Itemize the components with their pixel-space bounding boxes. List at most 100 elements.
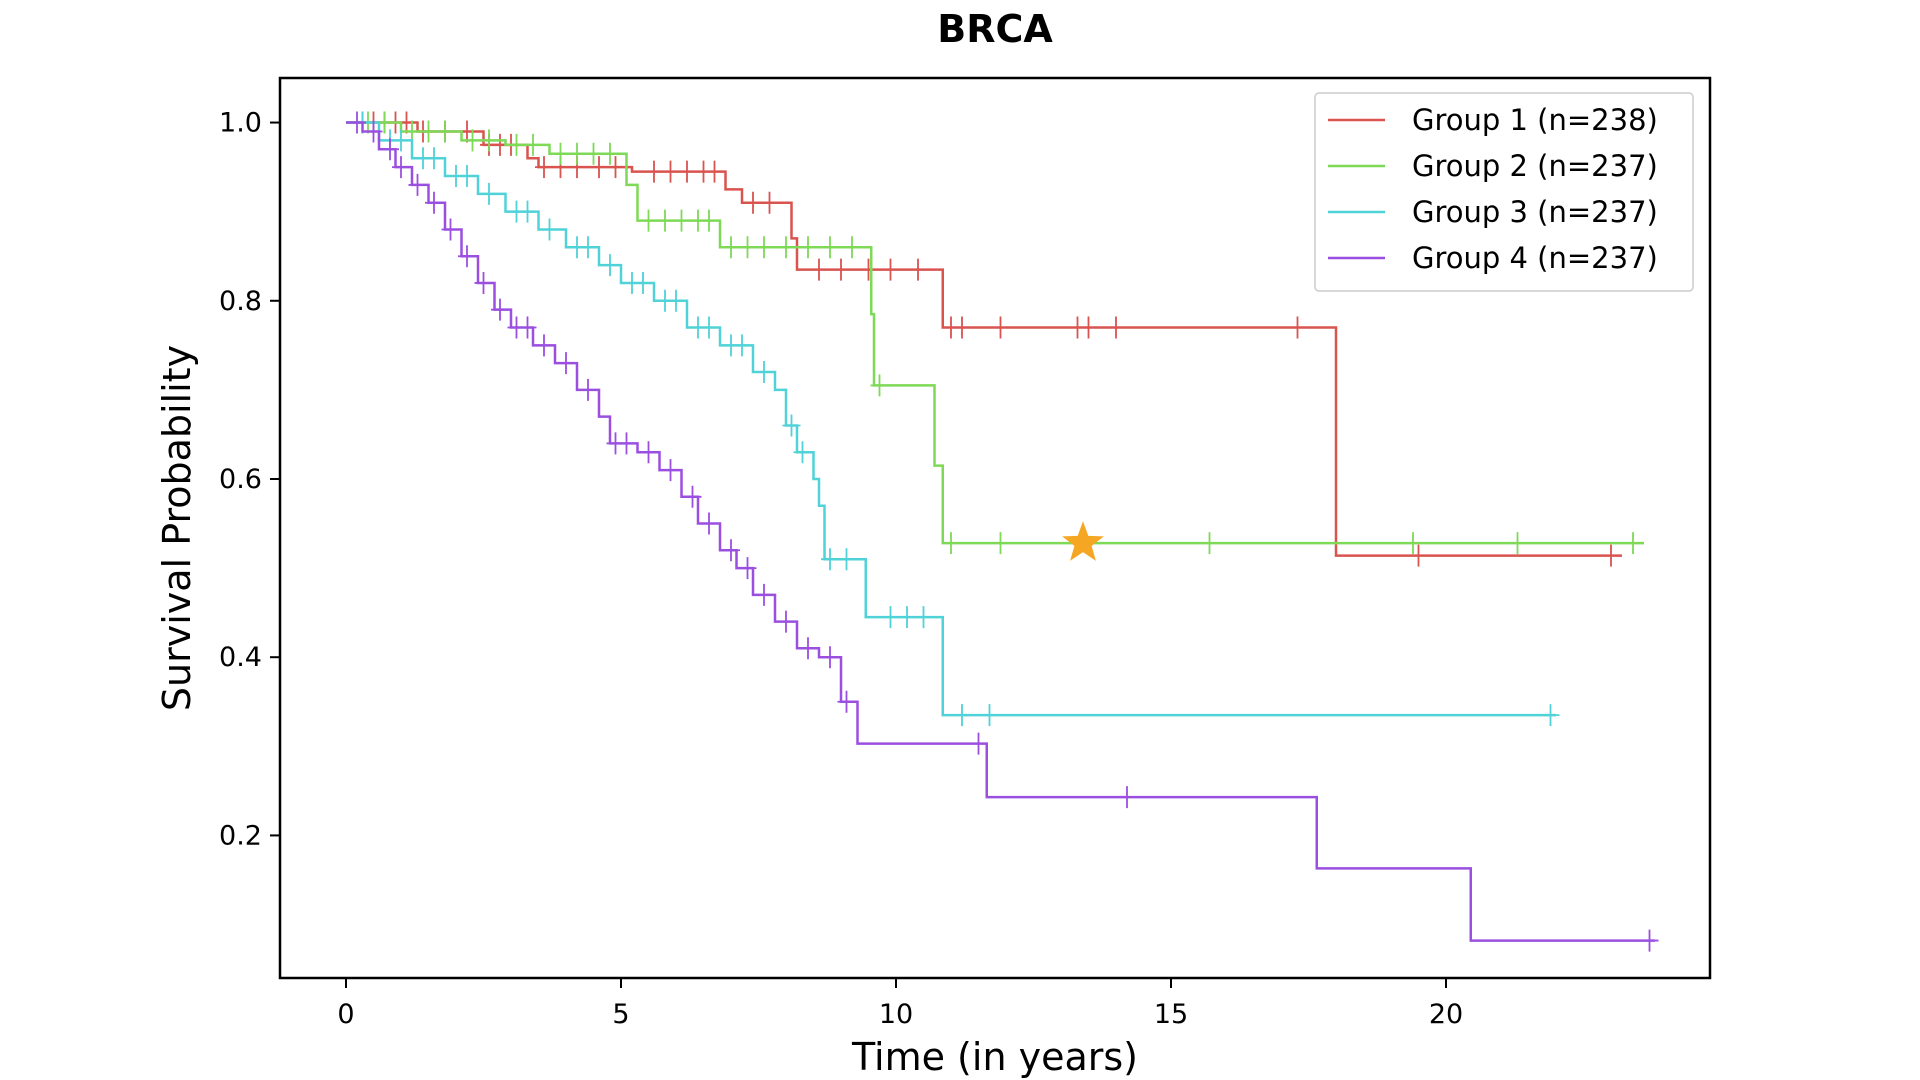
censor-mark (661, 459, 680, 482)
censor-mark (881, 606, 900, 629)
censor-mark (683, 485, 702, 508)
censor-mark (755, 361, 773, 384)
censor-mark (507, 133, 526, 156)
censor-mark (793, 441, 812, 464)
x-tick-label: 0 (337, 999, 354, 1030)
censor-mark (551, 142, 570, 165)
x-tick-label: 15 (1154, 999, 1188, 1030)
censor-mark (463, 129, 482, 152)
legend-label: Group 3 (n=237) (1412, 195, 1658, 229)
censor-mark (843, 236, 861, 259)
censor-mark (645, 160, 663, 183)
series-group-2 (346, 111, 1644, 555)
censor-mark (403, 120, 421, 143)
censor-mark (1079, 316, 1098, 339)
censor-mark (755, 583, 773, 606)
chart-title: BRCA (937, 7, 1053, 51)
censor-mark (705, 160, 724, 183)
censor-mark (738, 557, 757, 580)
legend-label: Group 2 (n=237) (1412, 149, 1658, 183)
y-axis-label: Survival Probability (155, 345, 199, 711)
censor-mark (832, 258, 850, 281)
censor-mark (1409, 544, 1428, 567)
censor-mark (590, 156, 608, 179)
censor-mark (760, 191, 779, 214)
censor-mark (1288, 316, 1307, 339)
censor-mark (491, 298, 509, 321)
x-tick-label: 5 (612, 999, 629, 1030)
plot-area (346, 111, 1659, 952)
censor-mark (1541, 704, 1560, 727)
censor-mark (392, 156, 410, 179)
censor-mark (1640, 929, 1659, 952)
censor-mark (518, 200, 537, 223)
censor-mark (579, 236, 597, 259)
censor-mark (458, 165, 476, 188)
legend-box (1314, 92, 1694, 292)
censor-mark (1508, 532, 1527, 555)
censor-mark (782, 414, 801, 437)
censor-mark (540, 218, 559, 241)
censor-mark (634, 271, 652, 294)
censor-mark (667, 289, 685, 312)
censor-mark (700, 512, 718, 535)
censor-mark (601, 254, 619, 277)
censor-mark (656, 209, 674, 232)
censor-mark (744, 191, 762, 214)
censor-mark (568, 142, 586, 165)
censor-mark (777, 236, 795, 259)
censor-mark (617, 432, 636, 455)
censor-mark (953, 704, 971, 727)
legend-label: Group 1 (n=238) (1412, 103, 1658, 137)
censor-mark (364, 120, 383, 143)
x-axis: 0 5 10 15 20 (337, 978, 1463, 1030)
censor-mark (601, 142, 619, 165)
censor-mark (870, 374, 889, 397)
censor-mark (821, 646, 839, 669)
y-tick-label: 0.4 (219, 642, 262, 673)
censor-mark (606, 156, 625, 179)
star-marker (1062, 521, 1104, 561)
x-axis-label: Time (in years) (851, 1035, 1138, 1079)
censor-mark (733, 334, 751, 357)
x-tick-label: 20 (1429, 999, 1463, 1030)
censor-mark (381, 138, 399, 161)
y-tick-label: 0.8 (219, 286, 262, 317)
censor-mark (678, 160, 696, 183)
censor-mark (810, 258, 828, 281)
censor-mark (969, 732, 988, 755)
censor-mark (557, 352, 575, 375)
censor-mark (672, 209, 691, 232)
censor-mark (837, 690, 856, 713)
censor-mark (419, 120, 438, 143)
legend-label: Group 4 (n=237) (1412, 241, 1658, 275)
censor-mark (1107, 316, 1125, 339)
censor-mark (799, 236, 817, 259)
censor-mark (1200, 532, 1219, 555)
censor-mark (821, 236, 839, 259)
censor-mark (722, 236, 740, 259)
censor-mark (722, 539, 740, 562)
censor-mark (799, 637, 817, 660)
censor-mark (584, 142, 603, 165)
censor-mark (821, 548, 839, 571)
series-group-4 (346, 111, 1659, 952)
censor-mark (1118, 786, 1136, 809)
censor-mark (881, 258, 900, 281)
censor-mark (408, 173, 427, 196)
y-tick-label: 1.0 (219, 108, 262, 139)
censor-mark (1404, 532, 1422, 555)
censor-mark (700, 316, 718, 339)
censor-mark (755, 236, 773, 259)
censor-mark (898, 606, 916, 629)
censor-mark (458, 245, 476, 268)
censor-mark (474, 271, 493, 294)
censor-mark (1624, 532, 1642, 555)
censor-mark (579, 378, 597, 401)
censor-mark (1602, 544, 1620, 567)
y-axis: 0.2 0.4 0.6 0.8 1.0 (219, 108, 280, 851)
censor-mark (777, 610, 795, 633)
y-tick-label: 0.2 (219, 820, 262, 851)
